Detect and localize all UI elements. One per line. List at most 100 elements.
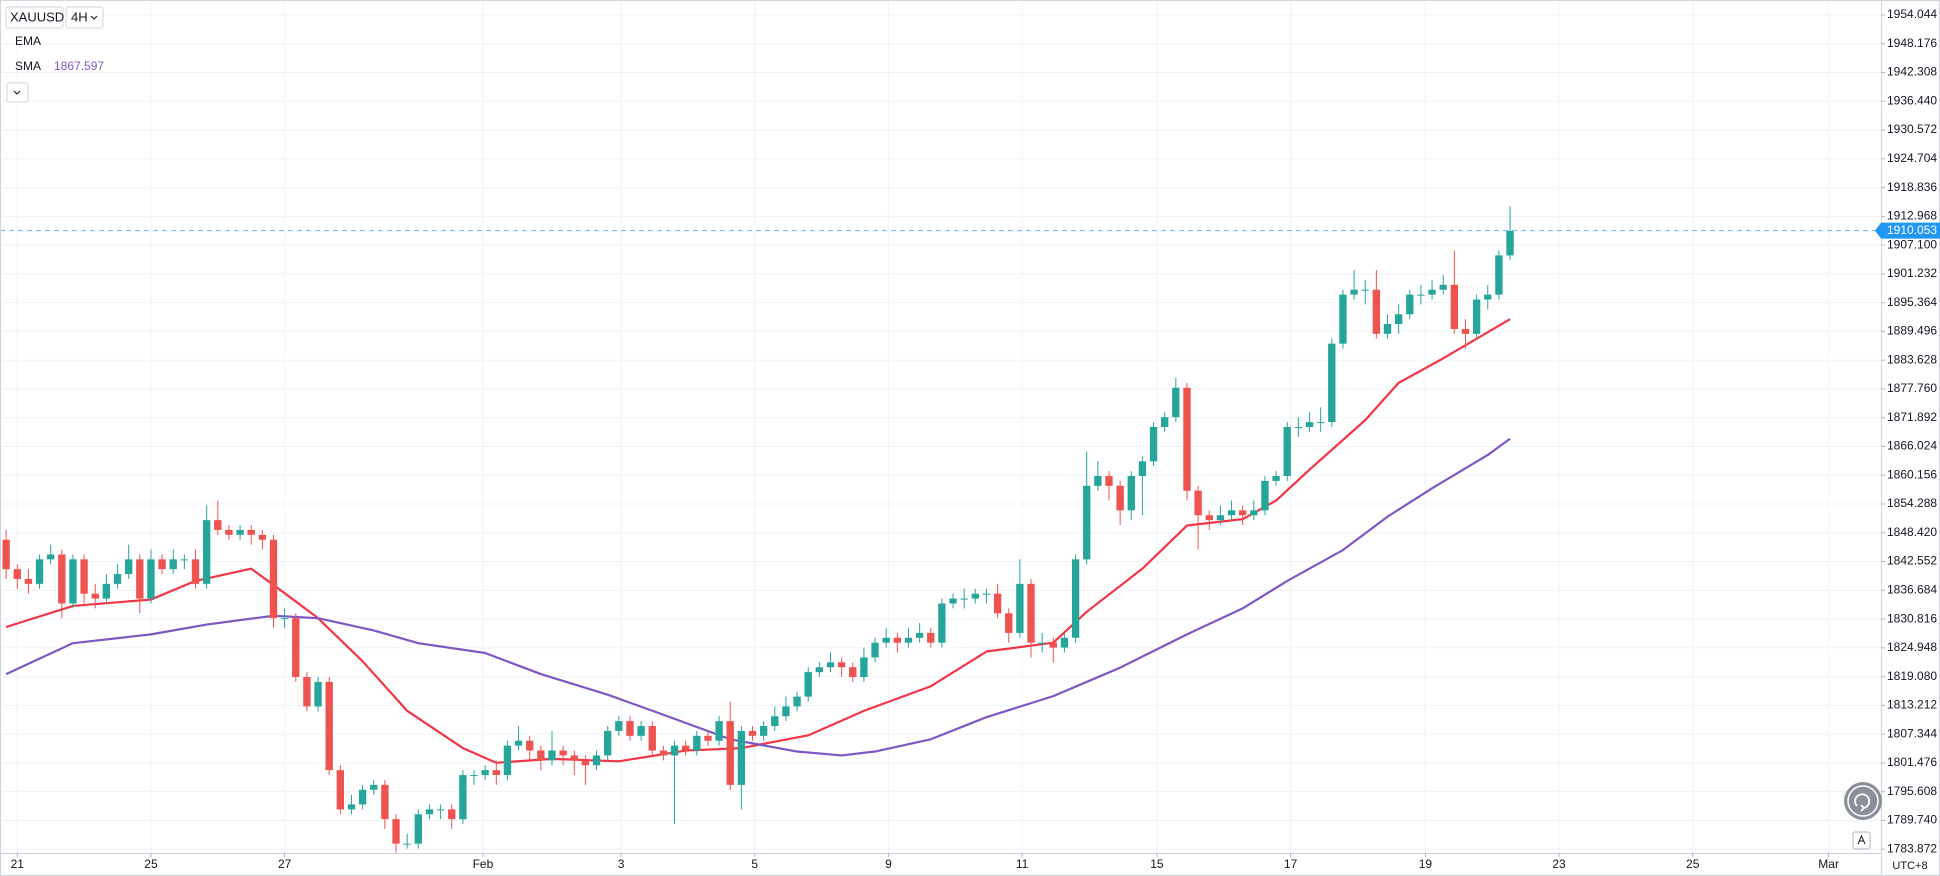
candle-body [993, 593, 1002, 614]
y-tick-label: 1824.948 [1887, 640, 1937, 654]
candle-body [158, 559, 166, 570]
candle-body [837, 662, 846, 668]
candle-body [793, 696, 801, 707]
candle-body [1484, 294, 1492, 300]
grid [0, 0, 1881, 853]
x-tick-label: Mar [1818, 857, 1839, 871]
candle-body [704, 735, 712, 741]
candle-body [1060, 637, 1069, 648]
candle-body [982, 593, 991, 595]
current-price-tag [1875, 222, 1940, 239]
candle-body [358, 789, 367, 805]
auto-scale-icon [1857, 834, 1866, 845]
candle-body [336, 770, 345, 810]
current-price-label: 1910.053 [1887, 223, 1937, 237]
y-tick-label: 1789.740 [1887, 813, 1937, 827]
candle-body [871, 642, 879, 658]
y-tick-label: 1877.760 [1887, 381, 1937, 395]
candle-body [604, 730, 612, 756]
candle-body [292, 618, 300, 678]
candle-body [481, 770, 489, 776]
collapse-button[interactable] [6, 82, 29, 103]
candle-body [1016, 583, 1024, 633]
candle-body [815, 667, 824, 673]
candle-body [1406, 294, 1414, 315]
interval-chevron [90, 15, 98, 20]
candle-body [681, 745, 690, 751]
candle-body [1127, 476, 1135, 511]
interval-box[interactable] [65, 6, 104, 29]
legend: XAUUSD 4H EMA SMA 1867.597 [5, 6, 104, 103]
candle-body [1161, 417, 1169, 427]
candle-body [960, 598, 968, 600]
sma-legend: SMA [15, 59, 41, 73]
candle-body [1105, 476, 1113, 486]
candle-body [1138, 461, 1147, 477]
y-tick-label: 1930.572 [1887, 122, 1937, 136]
candle-body [804, 672, 812, 697]
y-tick-label: 1860.156 [1887, 467, 1937, 481]
x-tick-label: 27 [278, 857, 292, 871]
candle-body [615, 721, 623, 731]
x-tick-label: 19 [1419, 857, 1433, 871]
candle-body [1461, 328, 1470, 334]
candle-body [1450, 284, 1459, 329]
y-tick-label: 1801.476 [1887, 755, 1937, 769]
reset-icon [1854, 793, 1871, 812]
candle-body [58, 554, 66, 604]
y-tick-label: 1924.704 [1887, 151, 1937, 165]
candle-body [559, 750, 567, 756]
reset-ring [1847, 785, 1879, 817]
reset-button[interactable] [1844, 782, 1882, 820]
candle-body [1194, 490, 1202, 516]
candle-body [13, 569, 21, 579]
axes: 1954.044 1948.176 1942.308 1936.440 1930.572… [11, 7, 1940, 872]
candle-body [202, 520, 211, 584]
candle-body [670, 745, 679, 756]
candle-body [715, 721, 723, 741]
candle-body [849, 667, 857, 678]
candle-body [35, 559, 44, 584]
candle-body [24, 578, 33, 584]
candle-body [548, 750, 556, 761]
y-tick-label: 1848.420 [1887, 525, 1937, 539]
candle-body [225, 529, 233, 535]
candle-body [1439, 284, 1447, 290]
x-tick-label: 15 [1150, 857, 1164, 871]
candle-body [949, 598, 957, 604]
candle-body [247, 529, 255, 535]
candle-body [637, 726, 645, 736]
candle-body [414, 814, 422, 844]
candle-body [526, 740, 534, 751]
candle-body [180, 559, 189, 561]
candle-body [737, 730, 746, 785]
candle-body [347, 804, 356, 810]
candle-body [1350, 289, 1358, 295]
y-tick-label: 1842.552 [1887, 554, 1937, 568]
symbol-box[interactable] [5, 6, 64, 29]
candles [2, 206, 1514, 854]
candle-body [1216, 515, 1225, 521]
indicator-line [5, 318, 1511, 764]
y-tick-label: 1895.364 [1887, 295, 1937, 309]
candle-body [581, 760, 590, 766]
candle-body [927, 632, 935, 643]
x-tick-label: 3 [618, 857, 625, 871]
candle-body [1183, 387, 1191, 491]
y-tick-label: 1836.684 [1887, 582, 1937, 596]
y-tick-label: 1795.608 [1887, 784, 1937, 798]
candle-body [693, 735, 701, 751]
sma-value: 1867.597 [54, 59, 104, 73]
x-tick-label: 17 [1284, 857, 1298, 871]
x-tick-label: 11 [1016, 857, 1029, 871]
candle-body [1083, 485, 1091, 560]
y-tick-label: 1889.496 [1887, 324, 1937, 338]
collapse-chevron [13, 90, 21, 95]
candle-body [80, 559, 88, 594]
candle-body [882, 637, 890, 643]
x-tick-label: 9 [885, 857, 892, 871]
x-tick-label: Feb [473, 857, 494, 871]
symbol: XAUUSD [10, 9, 64, 24]
